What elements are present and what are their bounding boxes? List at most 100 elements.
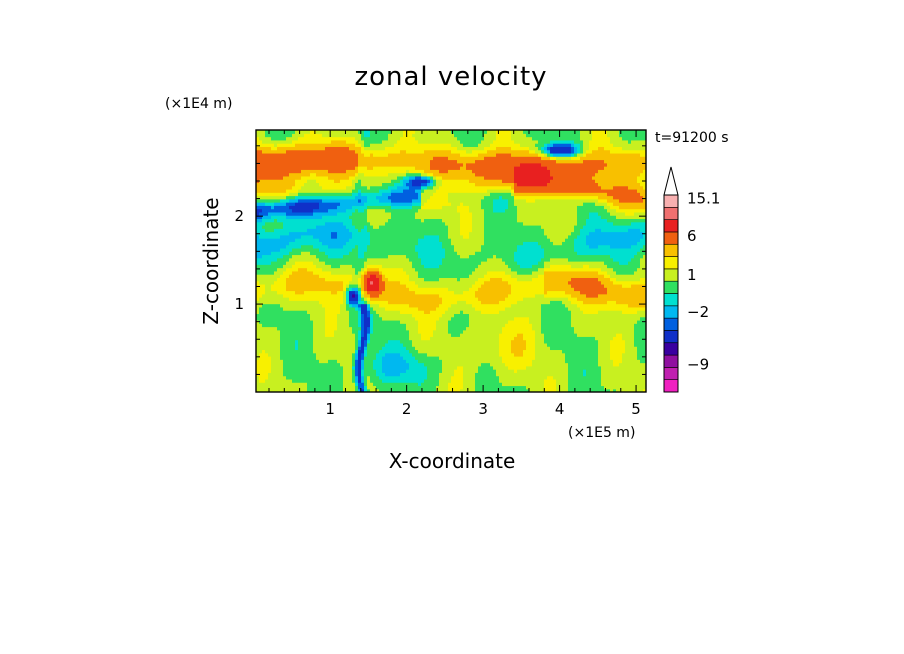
heatmap-cell [337, 172, 341, 177]
heatmap-cell [391, 130, 395, 134]
heatmap-cell [406, 355, 410, 360]
heatmap-cell [388, 362, 392, 367]
heatmap-cell [295, 316, 299, 321]
heatmap-cell [391, 152, 395, 157]
heatmap-cell [427, 156, 431, 161]
heatmap-cell [283, 333, 287, 337]
heatmap-cell [268, 333, 272, 337]
heatmap-cell [292, 152, 296, 157]
heatmap-cell [379, 261, 383, 265]
heatmap-cell [310, 143, 314, 147]
heatmap-cell [349, 375, 353, 380]
heatmap-cell [331, 139, 335, 144]
heatmap-cell [301, 231, 305, 236]
heatmap-cell [433, 166, 437, 170]
heatmap-cell [379, 385, 383, 390]
heatmap-cell [403, 323, 407, 328]
heatmap-cell [367, 382, 371, 387]
heatmap-cell [340, 215, 344, 220]
heatmap-cell [439, 349, 443, 354]
heatmap-cell [289, 202, 293, 206]
heatmap-cell [343, 130, 347, 134]
heatmap-cell [292, 270, 296, 275]
heatmap-cell [361, 247, 365, 252]
heatmap-cell [319, 267, 323, 272]
heatmap-cell [418, 241, 422, 246]
heatmap-cell [382, 323, 386, 328]
heatmap-cell [364, 185, 368, 190]
heatmap-cell [439, 166, 443, 170]
heatmap-cell [289, 303, 293, 308]
heatmap-cell [328, 159, 332, 164]
heatmap-cell [298, 329, 302, 334]
heatmap-cell [430, 290, 434, 295]
heatmap-cell [352, 136, 356, 141]
heatmap-cell [397, 280, 401, 285]
heatmap-cell [436, 323, 440, 328]
heatmap-cell [283, 139, 287, 144]
heatmap-cell [319, 143, 323, 147]
heatmap-cell [358, 221, 362, 226]
heatmap-cell [322, 228, 326, 233]
heatmap-cell [403, 303, 407, 308]
heatmap-cell [301, 375, 305, 380]
heatmap-cell [391, 162, 395, 167]
heatmap-cell [400, 251, 404, 256]
heatmap-cell [274, 339, 278, 344]
heatmap-cell [325, 385, 329, 390]
heatmap-cell [271, 228, 275, 233]
heatmap-cell [295, 182, 299, 187]
heatmap-cell [391, 388, 395, 392]
heatmap-cell [277, 130, 281, 134]
heatmap-cell [310, 365, 314, 370]
heatmap-cell [277, 169, 281, 174]
heatmap-cell [334, 362, 338, 367]
heatmap-cell [304, 261, 308, 265]
heatmap-cell [439, 382, 443, 387]
heatmap-cell [364, 349, 368, 354]
heatmap-cell [343, 175, 347, 180]
heatmap-cell [316, 267, 320, 272]
heatmap-cell [364, 166, 368, 170]
heatmap-cell [397, 185, 401, 190]
heatmap-cell [436, 221, 440, 226]
heatmap-cell [430, 244, 434, 249]
heatmap-cell [364, 336, 368, 341]
heatmap-cell [403, 208, 407, 213]
heatmap-cell [409, 313, 413, 318]
heatmap-cell [268, 202, 272, 206]
heatmap-cell [400, 303, 404, 308]
heatmap-cell [343, 303, 347, 308]
heatmap-cell [421, 234, 425, 239]
heatmap-cell [277, 185, 281, 190]
heatmap-cell [271, 261, 275, 265]
heatmap-cell [385, 270, 389, 275]
heatmap-cell [430, 228, 434, 233]
heatmap-cell [292, 293, 296, 298]
heatmap-cell [370, 152, 374, 157]
heatmap-cell [334, 149, 338, 154]
heatmap-cell [400, 175, 404, 180]
heatmap-cell [328, 188, 332, 193]
heatmap-cell [292, 149, 296, 154]
heatmap-cell [388, 310, 392, 315]
heatmap-cell [439, 277, 443, 282]
heatmap-cell [430, 310, 434, 315]
heatmap-cell [421, 287, 425, 292]
heatmap-cell [286, 198, 290, 203]
heatmap-cell [346, 362, 350, 367]
heatmap-cell [304, 182, 308, 187]
heatmap-cell [424, 267, 428, 272]
heatmap-cell [334, 333, 338, 337]
heatmap-cell [382, 202, 386, 206]
heatmap-cell [328, 254, 332, 259]
heatmap-cell [424, 159, 428, 164]
heatmap-cell [316, 241, 320, 246]
heatmap-cell [337, 352, 341, 357]
heatmap-cell [370, 198, 374, 203]
heatmap-cell [409, 303, 413, 308]
heatmap-cell [388, 198, 392, 203]
heatmap-cell [436, 211, 440, 216]
heatmap-cell [280, 352, 284, 357]
heatmap-cell [436, 342, 440, 347]
